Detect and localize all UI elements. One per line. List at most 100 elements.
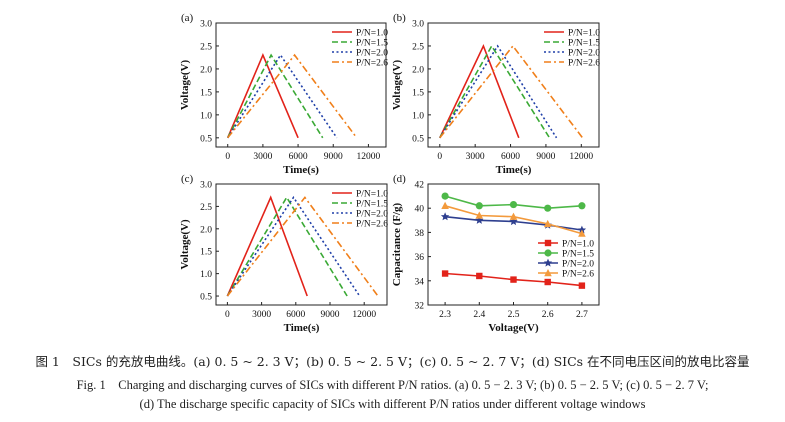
plot-frame: [215, 183, 388, 306]
x-axis-label: Time(s): [283, 164, 319, 176]
series-line-4: [226, 196, 379, 297]
x-tick-label: 6000: [286, 310, 305, 320]
y-tick-label: 34: [415, 277, 425, 287]
legend-label: P/N=2.6: [356, 220, 388, 230]
data-point: [476, 272, 483, 280]
x-tick-label: 9000: [321, 310, 340, 320]
legend: P/N=1.0P/N=1.5P/N=2.0P/N=2.6: [332, 190, 388, 230]
data-point: [543, 219, 552, 228]
panel-label: (b): [393, 12, 406, 24]
data-point: [578, 229, 586, 237]
y-tick-label: 0.5: [412, 134, 424, 144]
legend-label: P/N=2.0: [562, 260, 594, 270]
y-tick-label: 32: [415, 302, 425, 312]
data-point: [441, 270, 449, 277]
series-line-2: [226, 195, 348, 297]
chart-panel-4: (d) 2.3 2.4 2.5 2.6 2.7 32 34 36 38 40 42 Voltage(V)…: [391, 173, 600, 334]
legend-label: P/N=2.6: [356, 59, 388, 69]
x-tick-label: 0: [225, 310, 230, 320]
x-tick-label: 12000: [352, 310, 376, 320]
x-tick-label: 3000: [466, 152, 485, 162]
legend-label: P/N=1.5: [356, 200, 388, 210]
panel-label: (a): [181, 12, 194, 24]
data-point: [510, 276, 517, 283]
x-tick-label: 2.5: [508, 310, 520, 320]
y-tick-label: 1.0: [412, 111, 424, 121]
series-line-3: [226, 195, 361, 297]
x-tick-label: 2.6: [542, 310, 554, 320]
x-tick-label: 2.3: [439, 310, 451, 320]
data-point: [509, 212, 518, 220]
y-tick-label: 2.5: [412, 42, 424, 52]
data-point: [544, 204, 552, 212]
series-line-2: [226, 53, 324, 139]
x-tick-label: 6000: [289, 152, 308, 162]
y-axis-label: Voltage(V): [179, 219, 191, 270]
y-tick-label: 3.0: [200, 181, 212, 191]
series-line-4: [227, 53, 358, 139]
data-point: [578, 202, 586, 210]
y-tick-label: 2.0: [200, 225, 212, 235]
x-tick-label: 9000: [324, 152, 343, 162]
series-line-1: [439, 43, 520, 139]
legend-label: P/N=1.5: [356, 39, 388, 49]
x-tick-label: 2.4: [473, 310, 485, 320]
y-tick-label: 36: [415, 253, 425, 263]
y-tick-label: 38: [415, 229, 425, 239]
data-point: [441, 201, 449, 209]
y-axis-label: Voltage(V): [179, 60, 191, 111]
y-tick-label: 2.5: [200, 42, 212, 52]
y-tick-label: 3.0: [200, 20, 212, 30]
legend-label: P/N=1.5: [568, 39, 600, 49]
data-point: [440, 212, 450, 221]
x-axis-label: Voltage(V): [488, 322, 539, 334]
legend-label: P/N=2.0: [568, 49, 600, 59]
data-point: [577, 225, 587, 234]
y-tick-label: 2.0: [200, 65, 212, 75]
series-line-3: [439, 44, 558, 139]
y-tick-label: 0.5: [200, 293, 212, 303]
data-point: [544, 278, 551, 286]
x-tick-label: 0: [225, 152, 230, 162]
plot-frame: [215, 22, 387, 148]
legend-label: P/N=1.0: [568, 29, 600, 39]
legend: P/N=1.0P/N=1.5P/N=2.0P/N=2.6: [538, 240, 594, 280]
y-tick-label: 42: [415, 181, 425, 191]
y-tick-label: 2.0: [412, 65, 424, 75]
y-tick-label: 1.0: [200, 270, 212, 280]
series-line-2: [439, 44, 551, 139]
chart-panel-3: (c) 0 3000 6000 9000 12000 0.5 1.0 1.5 2.0 2.5 3.0 T…: [179, 173, 388, 334]
legend: P/N=1.0P/N=1.5P/N=2.0P/N=2.6: [544, 29, 600, 69]
legend-label: P/N=1.5: [562, 250, 594, 260]
x-axis-label: Time(s): [496, 164, 532, 176]
y-tick-label: 3.0: [412, 20, 424, 30]
legend-label: P/N=1.0: [562, 240, 594, 250]
data-point: [475, 215, 484, 224]
legend: P/N=1.0P/N=1.5P/N=2.0P/N=2.6: [332, 29, 388, 69]
x-axis-label: Time(s): [284, 322, 320, 334]
caption-english-line2: (d) The discharge specific capacity of S…: [139, 397, 646, 411]
series-line-1: [226, 53, 299, 139]
y-tick-label: 0.5: [200, 134, 212, 144]
legend-marker: [544, 239, 552, 247]
series-line-1: [226, 195, 308, 297]
y-tick-label: 1.5: [200, 248, 212, 258]
y-tick-label: 1.5: [200, 88, 212, 98]
x-tick-label: 0: [437, 152, 442, 162]
chart-panel-1: (a) 0 3000 6000 9000 12000 0.5 1.0 1.5 2.0 2.5 3.0 T…: [179, 12, 388, 176]
series-line-3: [227, 53, 338, 139]
data-point: [475, 211, 484, 219]
legend-marker: [544, 269, 552, 277]
y-axis-label: Capacitance (F/g): [391, 202, 403, 286]
data-point: [509, 200, 518, 209]
legend-marker: [543, 258, 553, 267]
x-tick-label: 6000: [501, 152, 520, 162]
x-tick-label: 12000: [357, 152, 381, 162]
panel-label: (d): [393, 173, 406, 185]
y-tick-label: 1.0: [200, 111, 212, 121]
caption-english-line1: Fig. 1 Charging and discharging curves o…: [76, 378, 709, 392]
panel-label: (c): [181, 173, 194, 185]
y-axis-label: Voltage(V): [391, 60, 403, 111]
legend-label: P/N=2.6: [568, 59, 600, 69]
plot-frame: [427, 22, 600, 148]
